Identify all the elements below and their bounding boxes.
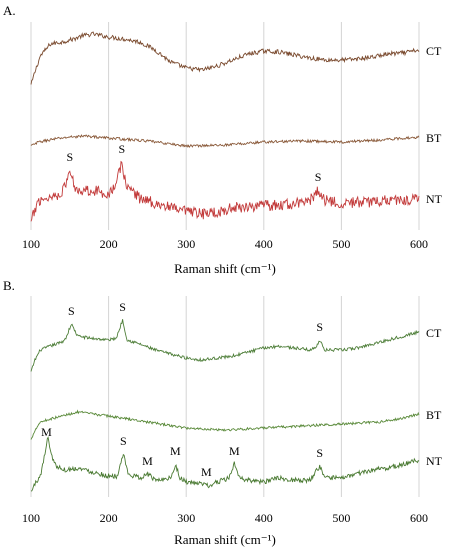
panel-a-tick-labels: 100 200 300 400 500 600 — [22, 237, 428, 251]
series-line-bt — [30, 409, 420, 440]
panel-a-series-labels: CT BT NT — [426, 44, 443, 206]
x-tick-label-300: 300 — [177, 237, 195, 251]
x-tick-label-200: 200 — [100, 511, 118, 525]
annotation-s-152: S — [68, 304, 75, 318]
panel-a-grid — [30, 22, 420, 230]
annotation-m-362: M — [229, 444, 240, 458]
panel-b-x-axis-label: Raman shift (cm⁻¹) — [174, 532, 276, 547]
panel-a-annotations: S S S — [66, 142, 321, 184]
panel-b-grid — [30, 296, 420, 497]
annotation-m-250: M — [142, 454, 153, 468]
x-tick-label-400: 400 — [255, 511, 273, 525]
series-line-bt — [30, 134, 420, 148]
x-tick-label-600: 600 — [410, 237, 428, 251]
x-tick-label-400: 400 — [255, 237, 273, 251]
annotation-s-472: S — [316, 446, 323, 460]
series-label-bt: BT — [426, 131, 442, 145]
x-tick-label-300: 300 — [177, 511, 195, 525]
panel-b-tick-labels: 100 200 300 400 500 600 — [22, 511, 428, 525]
annotation-s-472: S — [316, 320, 323, 334]
series-label-ct: CT — [426, 326, 442, 340]
panel-a: A. 100 200 300 400 500 600 S S S CT BT NT Raman s… — [3, 3, 443, 276]
annotation-s-218: S — [119, 300, 126, 314]
annotation-s-217: S — [118, 142, 125, 156]
series-line-nt — [30, 436, 420, 492]
panel-b-series-labels: CT BT NT — [426, 326, 443, 468]
series-line-nt — [30, 160, 420, 222]
panel-b-label: B. — [3, 278, 15, 293]
series-label-bt: BT — [426, 408, 442, 422]
x-tick-label-500: 500 — [332, 511, 350, 525]
panel-a-x-axis-label: Raman shift (cm⁻¹) — [174, 261, 276, 276]
annotation-s-470: S — [315, 170, 322, 184]
panel-b-series — [30, 319, 420, 492]
series-line-ct — [30, 31, 420, 85]
annotation-s-219: S — [120, 434, 127, 448]
series-line-ct — [30, 319, 420, 372]
x-tick-label-200: 200 — [100, 237, 118, 251]
annotation-m-286: M — [170, 444, 181, 458]
annotation-s-150: S — [66, 150, 73, 164]
x-tick-label-100: 100 — [22, 237, 40, 251]
x-tick-label-500: 500 — [332, 237, 350, 251]
series-label-nt: NT — [426, 454, 443, 468]
series-label-nt: NT — [426, 192, 443, 206]
x-tick-label-100: 100 — [22, 511, 40, 525]
annotation-m-120: M — [41, 425, 52, 439]
panel-b-annotations: S S S M S M M M M S — [41, 300, 323, 479]
series-label-ct: CT — [426, 44, 442, 58]
panel-a-label: A. — [3, 3, 16, 18]
x-tick-label-600: 600 — [410, 511, 428, 525]
panel-a-series — [30, 31, 420, 222]
annotation-m-326: M — [201, 465, 212, 479]
